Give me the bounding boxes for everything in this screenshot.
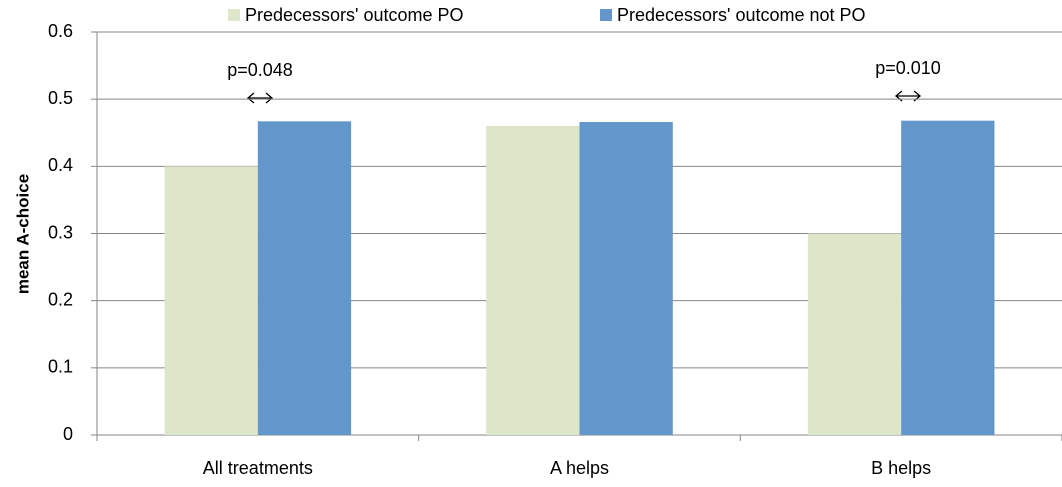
y-tick-label: 0.5: [48, 88, 73, 108]
x-tick-label: B helps: [871, 458, 931, 478]
y-axis-label: mean A-choice: [13, 174, 32, 294]
y-tick-label: 0.4: [48, 155, 73, 175]
bar: [257, 121, 352, 435]
y-tick-label: 0.3: [48, 222, 73, 242]
bar: [164, 166, 258, 436]
x-tick-label: All treatments: [203, 458, 313, 478]
annotation: p=0.048: [227, 60, 293, 80]
bar: [901, 120, 995, 435]
legend-swatch: [600, 9, 612, 21]
y-tick-label: 0: [63, 424, 73, 444]
y-tick-label: 0.6: [48, 21, 73, 41]
legend-label: Predecessors' outcome not PO: [617, 5, 866, 25]
y-tick-label: 0.2: [48, 289, 73, 309]
arrow: [246, 92, 274, 104]
x-tick-label: A helps: [550, 458, 609, 478]
bar: [807, 233, 902, 435]
legend-label: Predecessors' outcome PO: [245, 5, 464, 25]
y-tick-label: 0.1: [48, 357, 73, 377]
annotation-arrows: [246, 90, 922, 104]
legend-swatch: [228, 9, 240, 21]
bar: [486, 126, 580, 436]
annotation: p=0.010: [875, 58, 941, 78]
bar: [579, 122, 673, 436]
